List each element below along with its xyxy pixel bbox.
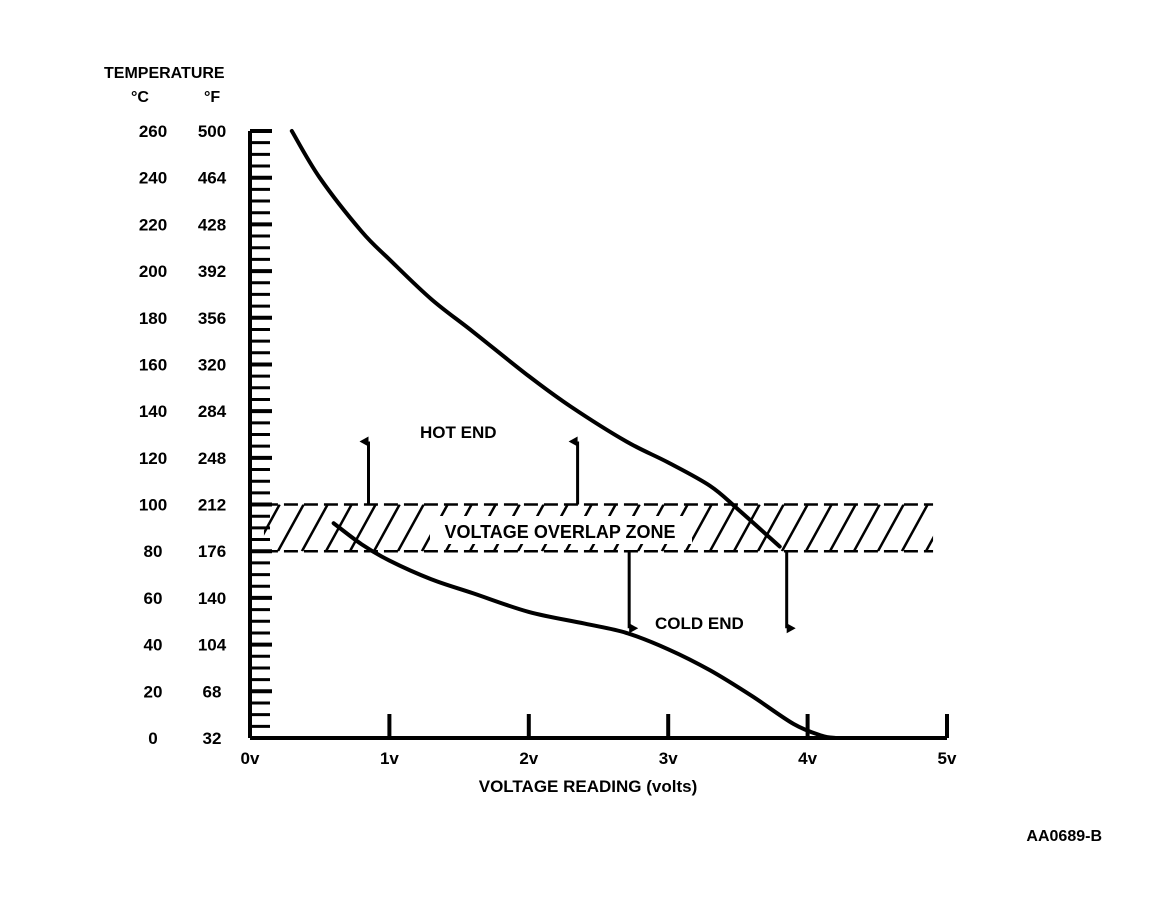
fahrenheit-unit-label: °F bbox=[204, 89, 220, 106]
y-tick-label-celsius: 0 bbox=[148, 729, 157, 748]
x-tick-label: 3v bbox=[659, 749, 678, 768]
y-tick-label-fahrenheit: 104 bbox=[198, 636, 227, 655]
figure-id: AA0689-B bbox=[1026, 828, 1102, 845]
y-tick-label-fahrenheit: 356 bbox=[198, 309, 226, 328]
y-tick-label-celsius: 260 bbox=[139, 122, 167, 141]
x-tick-label: 2v bbox=[519, 749, 538, 768]
y-tick-label-celsius: 100 bbox=[139, 496, 167, 515]
y-tick-label-fahrenheit: 32 bbox=[203, 729, 222, 748]
y-tick-label-celsius: 80 bbox=[144, 542, 163, 561]
zone-hatch-stroke bbox=[828, 504, 857, 552]
zone-hatch-stroke bbox=[950, 505, 976, 552]
y-tick-label-fahrenheit: 320 bbox=[198, 355, 226, 374]
zone-hatch-stroke bbox=[756, 504, 785, 552]
zone-hatch-stroke bbox=[708, 504, 737, 552]
zone-hatch-stroke bbox=[732, 504, 761, 552]
zone-hatch-stroke bbox=[396, 504, 425, 552]
y-tick-label-celsius: 20 bbox=[144, 682, 163, 701]
y-tick-label-celsius: 160 bbox=[139, 355, 167, 374]
x-tick-label: 5v bbox=[938, 749, 957, 768]
y-tick-label-fahrenheit: 140 bbox=[198, 589, 226, 608]
zone-hatch-stroke bbox=[780, 504, 809, 552]
x-axis-title: VOLTAGE READING (volts) bbox=[479, 777, 698, 796]
y-axis-ticks: 0 32 20 68 40 104 60 140 80 176 100 212 120 248 140 284… bbox=[139, 122, 272, 748]
zone-label-background bbox=[430, 516, 692, 544]
zone-hatch-stroke bbox=[348, 504, 377, 552]
x-tick-label: 1v bbox=[380, 749, 399, 768]
y-tick-label-fahrenheit: 176 bbox=[198, 542, 226, 561]
y-tick-label-fahrenheit: 464 bbox=[198, 169, 227, 188]
cold-end-curve bbox=[331, 521, 838, 740]
y-tick-label-fahrenheit: 68 bbox=[203, 682, 222, 701]
y-tick-label-celsius: 60 bbox=[144, 589, 163, 608]
y-tick-label-celsius: 180 bbox=[139, 309, 167, 328]
y-tick-label-celsius: 120 bbox=[139, 449, 167, 468]
temperature-header: TEMPERATURE bbox=[104, 65, 225, 82]
hot-end-curve bbox=[289, 129, 782, 549]
zone-hatch-stroke bbox=[924, 535, 934, 552]
cold-end-label: COLD END bbox=[655, 614, 744, 633]
y-tick-label-fahrenheit: 428 bbox=[198, 215, 226, 234]
y-tick-label-celsius: 240 bbox=[139, 169, 167, 188]
y-tick-label-celsius: 40 bbox=[144, 636, 163, 655]
y-tick-label-fahrenheit: 212 bbox=[198, 496, 226, 515]
y-tick-label-celsius: 200 bbox=[139, 262, 167, 281]
x-tick-label: 0v bbox=[241, 749, 260, 768]
zone-hatch-stroke bbox=[804, 504, 833, 552]
zone-hatch-stroke bbox=[852, 504, 881, 552]
y-tick-label-celsius: 140 bbox=[139, 402, 167, 421]
y-tick-label-celsius: 220 bbox=[139, 215, 167, 234]
x-tick-label: 4v bbox=[798, 749, 817, 768]
zone-hatch-stroke bbox=[263, 504, 281, 536]
y-tick-label-fahrenheit: 284 bbox=[198, 402, 227, 421]
y-tick-label-fahrenheit: 248 bbox=[198, 449, 226, 468]
zone-hatch-stroke bbox=[876, 504, 905, 552]
zone-hatch-stroke bbox=[372, 504, 401, 552]
zone-hatch-stroke bbox=[900, 504, 929, 552]
x-axis-ticks: 0v 1v 2v 3v 4v 5v bbox=[241, 714, 957, 768]
direction-arrows bbox=[359, 436, 796, 634]
y-tick-label-fahrenheit: 500 bbox=[198, 122, 226, 141]
y-tick-label-fahrenheit: 392 bbox=[198, 262, 226, 281]
overlap-zone-label: VOLTAGE OVERLAP ZONE bbox=[444, 522, 675, 542]
zone-hatch-stroke bbox=[300, 504, 329, 552]
zone-hatch-stroke bbox=[276, 504, 305, 552]
celsius-unit-label: °C bbox=[131, 89, 149, 106]
hot-end-label: HOT END bbox=[420, 423, 497, 442]
